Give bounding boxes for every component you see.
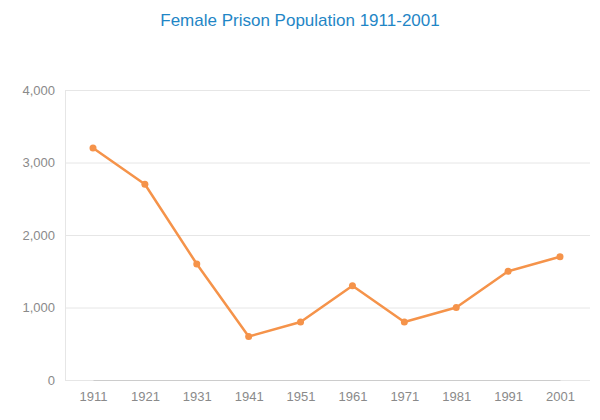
grid-line: [65, 380, 590, 381]
y-tick: 2,000: [22, 228, 590, 243]
series-line: [93, 148, 560, 337]
marker: [453, 304, 460, 311]
x-tick-label: 1981: [442, 389, 471, 404]
marker: [401, 319, 408, 326]
marker: [557, 253, 564, 260]
x-tick: 2001: [546, 380, 575, 404]
title: Female Prison Population 1911-2001: [160, 11, 439, 30]
x-tick-label: 1921: [131, 389, 160, 404]
marker: [349, 282, 356, 289]
y-tick-label: 2,000: [22, 228, 55, 243]
marker: [90, 145, 97, 152]
y-tick: 4,000: [22, 83, 590, 98]
x-tick: 1971: [390, 380, 419, 404]
y-tick: 0: [48, 373, 590, 388]
x-tick-label: 1961: [338, 389, 367, 404]
y-tick-label: 1,000: [22, 300, 55, 315]
x-tick: 1941: [235, 380, 264, 404]
chart: Female Prison Population 1911-2001 0 1,000…: [0, 0, 600, 420]
x-axis-line: [94, 380, 561, 381]
marker: [245, 333, 252, 340]
x-tick-label: 1971: [390, 389, 419, 404]
x-tick-label: 1931: [183, 389, 212, 404]
x-tick: 1961: [338, 380, 367, 404]
grid-line: [65, 235, 590, 236]
x-tick-label: 2001: [546, 389, 575, 404]
grid-line: [65, 163, 590, 164]
x-tick-label: 1951: [287, 389, 316, 404]
plot-area: [90, 145, 564, 341]
marker: [505, 268, 512, 275]
x-axis: 1911 1921 1931 1941 1951 1961 1971 1981 1991 2001: [80, 380, 575, 404]
y-tick-label: 3,000: [22, 155, 55, 170]
y-tick-label: 0: [48, 373, 55, 388]
x-tick-label: 1941: [235, 389, 264, 404]
marker: [297, 319, 304, 326]
x-tick: 1931: [183, 380, 212, 404]
y-axis-line: [66, 91, 591, 381]
x-tick: 1911: [80, 380, 108, 404]
x-tick-label: 1911: [80, 389, 108, 404]
x-tick: 1991: [494, 380, 523, 404]
marker: [141, 181, 148, 188]
y-tick-label: 4,000: [22, 83, 55, 98]
x-tick: 1921: [131, 380, 160, 404]
marker: [193, 261, 200, 268]
x-tick: 1951: [287, 380, 316, 404]
x-tick-label: 1991: [494, 389, 523, 404]
y-tick: 1,000: [22, 300, 590, 315]
grid-line: [65, 308, 590, 309]
x-tick: 1981: [442, 380, 471, 404]
grid-line: [65, 90, 590, 91]
y-axis: 0 1,000 2,000 3,000 4,000: [22, 83, 590, 388]
